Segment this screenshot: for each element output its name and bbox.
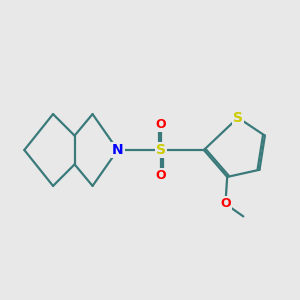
Text: S: S [233,111,243,125]
Text: O: O [220,197,231,210]
Text: O: O [155,169,166,182]
Text: N: N [112,143,124,157]
Text: S: S [156,143,166,157]
Text: O: O [155,118,166,130]
